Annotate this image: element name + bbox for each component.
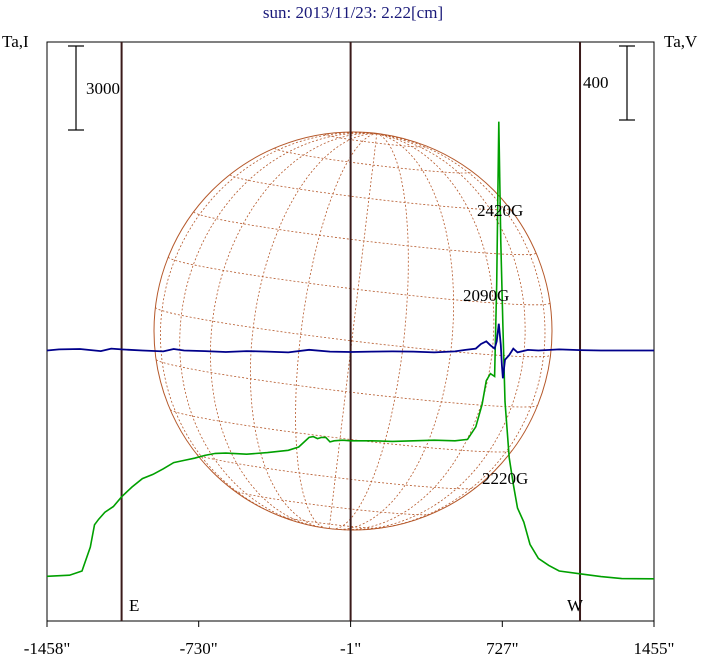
annotation-2420g: 2420G: [477, 201, 523, 220]
x-axis-ticks: -1458" -730" -1" 727" 1455": [24, 621, 675, 658]
annotation-2090g: 2090G: [463, 286, 509, 305]
longitude-line: [347, 133, 526, 531]
longitude-line: [331, 133, 409, 530]
x-tick-label: -1": [340, 639, 361, 658]
x-tick-label: 727": [486, 639, 518, 658]
longitude-line: [343, 133, 495, 531]
longitude-line: [210, 132, 377, 527]
series-line-ta-i: [46, 121, 655, 580]
right-scale-bar-label: 400: [583, 73, 609, 92]
annotation-2220g: 2220G: [482, 469, 528, 488]
latitude-line: [155, 359, 538, 408]
longitude-line: [250, 133, 377, 528]
right-axis-label: Ta,V: [664, 32, 698, 51]
latitude-line: [279, 515, 380, 529]
latitude-line: [155, 307, 551, 358]
limb-marker-east: E: [129, 596, 139, 615]
longitude-line: [339, 133, 454, 530]
latitude-line: [169, 409, 513, 453]
x-tick-label: -730": [180, 639, 218, 658]
x-tick-label: 1455": [634, 639, 675, 658]
latitude-line: [229, 174, 510, 211]
vertical-grid-lines: [120, 42, 582, 621]
latitude-line: [196, 453, 476, 490]
right-scale-bar: [619, 45, 635, 121]
longitude-line: [159, 132, 377, 521]
longitude-line: [328, 133, 378, 529]
x-tick-label: -1458": [24, 639, 71, 658]
left-scale-bar-label: 3000: [86, 79, 120, 98]
longitude-line: [179, 132, 377, 526]
limb-marker-west: W: [567, 596, 584, 615]
solar-disk: [153, 131, 553, 531]
left-axis-label: Ta,I: [2, 32, 29, 51]
latitude-line: [233, 490, 431, 516]
series-line-ta-v: [46, 323, 654, 379]
chart-title: sun: 2013/11/23: 2.22[cm]: [263, 3, 443, 22]
longitude-line: [295, 133, 377, 529]
left-scale-bar: [68, 45, 84, 131]
